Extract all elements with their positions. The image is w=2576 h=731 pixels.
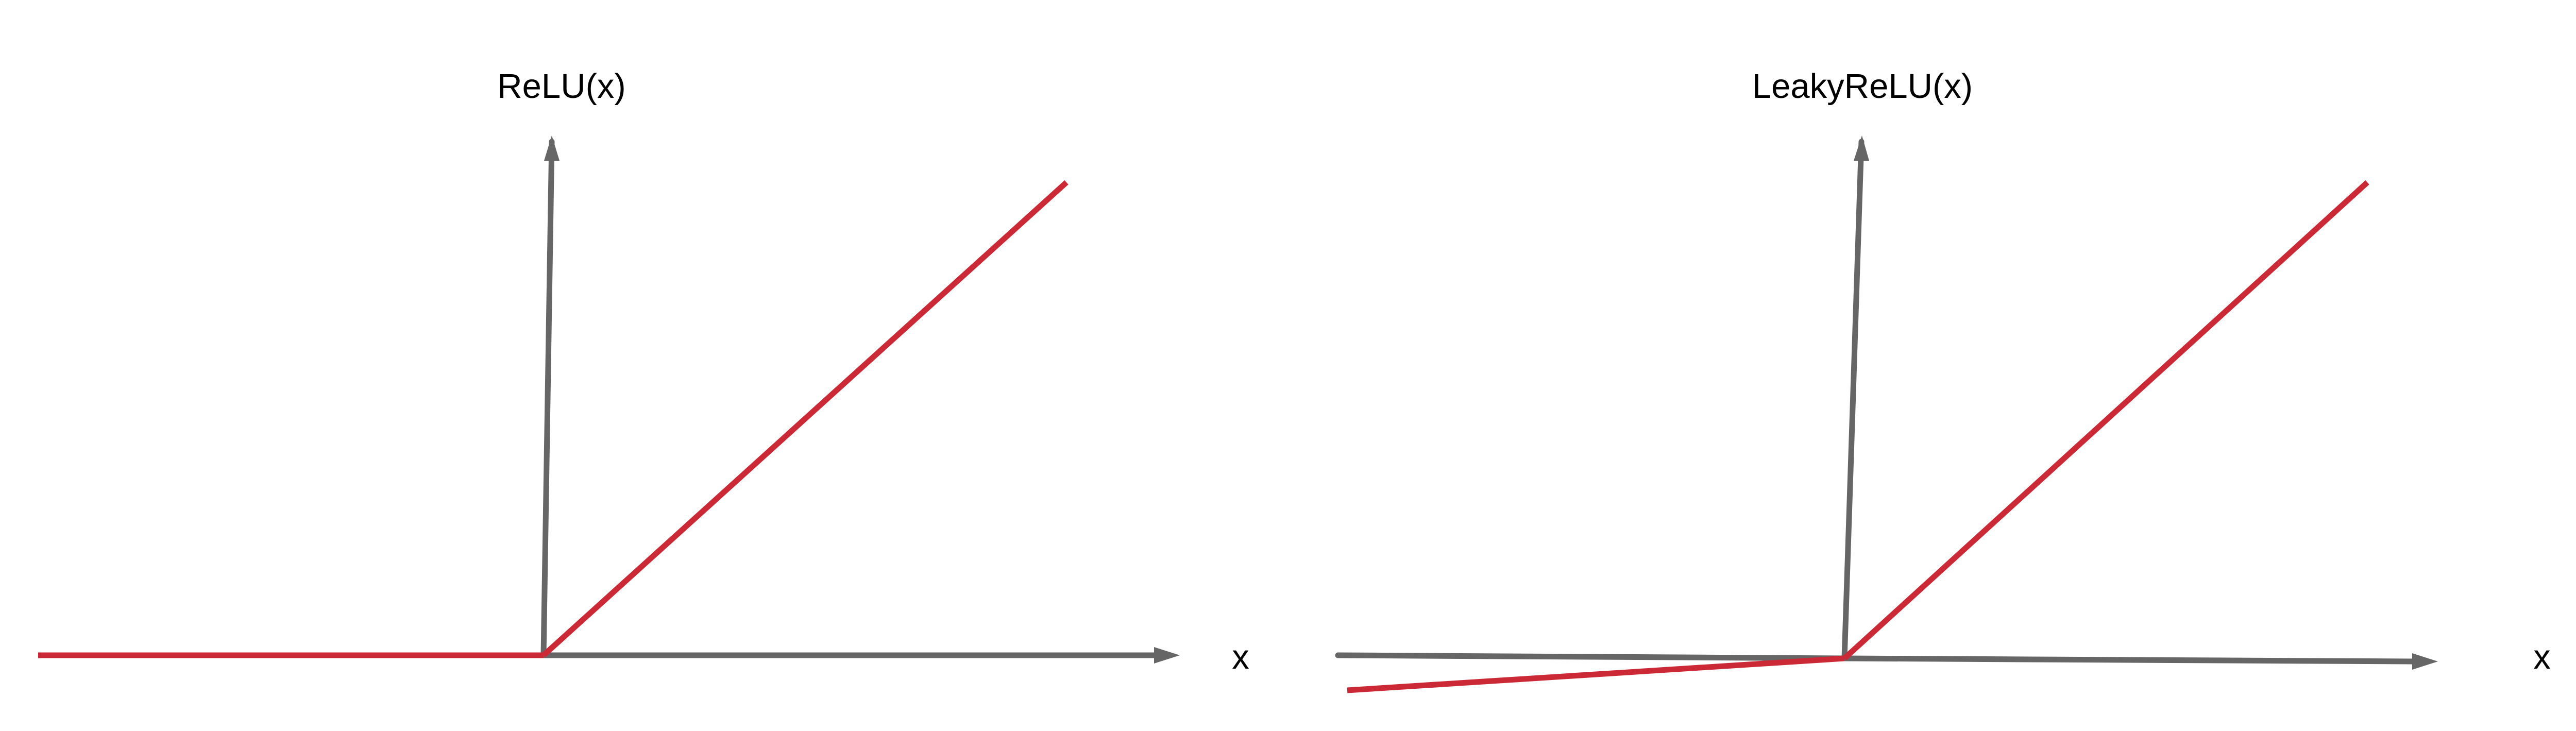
leaky-relu-x-axis-arrow-icon (2412, 653, 2438, 670)
relu-x-axis-arrow-icon (1154, 647, 1180, 664)
relu-panel: ReLU(x) x (38, 67, 1249, 676)
relu-x-label: x (1232, 638, 1249, 676)
leaky-relu-y-axis-arrow-icon (1854, 135, 1869, 161)
leaky-relu-x-label: x (2533, 638, 2551, 676)
relu-y-axis (540, 139, 555, 658)
leaky-relu-title: LeakyReLU(x) (1752, 67, 1973, 106)
leaky-relu-x-axis-left (1335, 652, 1848, 661)
leaky-relu-positive-segment (1842, 180, 2369, 661)
relu-positive-segment (541, 180, 1069, 658)
leaky-relu-y-axis (1841, 139, 1865, 661)
leaky-relu-negative-segment (1347, 655, 1845, 693)
relu-title: ReLU(x) (497, 67, 625, 106)
relu-y-axis-arrow-icon (544, 135, 560, 161)
leaky-relu-panel: LeakyReLU(x) x (1335, 67, 2551, 693)
leaky-relu-x-axis-right (1841, 655, 2415, 665)
